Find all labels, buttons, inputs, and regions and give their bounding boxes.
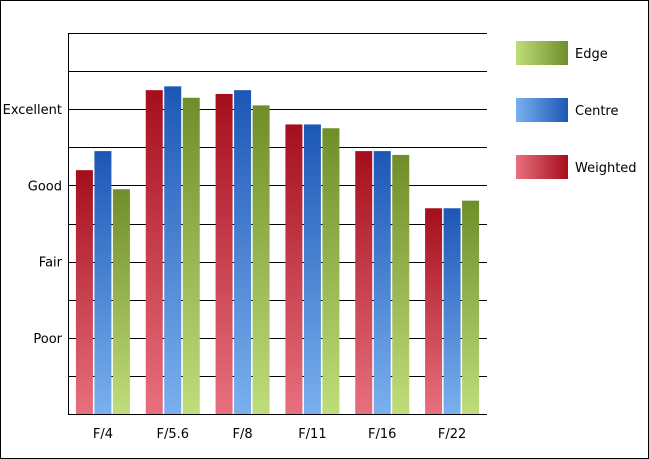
bar-weighted-3 xyxy=(285,124,303,414)
bar-edge-1 xyxy=(182,97,200,415)
bar-centre-2 xyxy=(234,90,252,415)
bar-edge-5 xyxy=(462,200,480,414)
bar-edge-4 xyxy=(392,154,410,415)
bar-edge-0 xyxy=(112,189,130,414)
y-tick-label: Excellent xyxy=(3,103,62,118)
bar-centre-3 xyxy=(303,124,321,414)
y-tick-label: Fair xyxy=(39,256,63,271)
bar-weighted-2 xyxy=(215,93,233,415)
x-tick-label: F/11 xyxy=(298,427,326,442)
bar-centre-5 xyxy=(443,208,461,414)
bar-centre-1 xyxy=(164,86,182,414)
bar-centre-0 xyxy=(94,151,112,415)
legend-swatch-weighted xyxy=(516,155,568,179)
bar-weighted-4 xyxy=(355,151,373,415)
legend-label-weighted: Weighted xyxy=(575,161,637,176)
bar-weighted-0 xyxy=(75,170,93,414)
y-tick-label: Poor xyxy=(33,332,62,347)
bar-edge-2 xyxy=(252,105,270,414)
y-tick-labels: Poor Fair Good Excellent xyxy=(3,103,63,347)
x-tick-label: F/8 xyxy=(233,427,253,442)
y-tick-label: Good xyxy=(28,179,62,194)
legend-swatch-edge xyxy=(516,41,568,65)
bar-edge-3 xyxy=(322,128,340,414)
bars xyxy=(75,86,480,415)
axes xyxy=(68,33,487,415)
x-tick-label: F/22 xyxy=(438,427,466,442)
x-tick-labels: F/4 F/5.6 F/8 F/11 F/16 F/22 xyxy=(93,427,466,442)
bar-weighted-1 xyxy=(145,90,163,415)
legend-label-edge: Edge xyxy=(575,47,608,62)
x-tick-label: F/16 xyxy=(368,427,396,442)
grid-lines xyxy=(68,33,487,377)
legend: Edge Centre Weighted xyxy=(516,41,637,179)
legend-label-centre: Centre xyxy=(575,104,618,119)
legend-swatch-centre xyxy=(516,98,568,122)
x-tick-label: F/5.6 xyxy=(156,427,189,442)
bar-centre-4 xyxy=(373,151,391,415)
x-tick-label: F/4 xyxy=(93,427,113,442)
bar-weighted-5 xyxy=(425,208,443,414)
